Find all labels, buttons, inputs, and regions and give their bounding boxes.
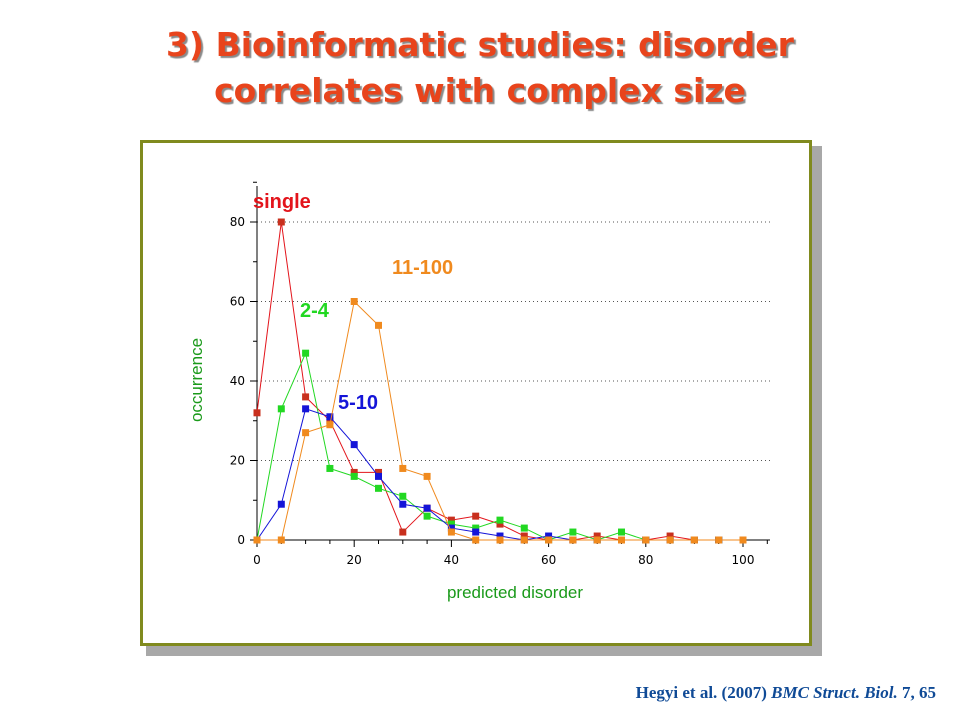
point-5-10-15	[326, 413, 334, 421]
x-tick-label-0: 0	[253, 553, 261, 567]
y-tick-label-40: 40	[230, 374, 245, 388]
point-single-20	[350, 468, 358, 476]
point-11-100-90	[690, 536, 698, 544]
point-11-100-5	[277, 536, 285, 544]
point-5-10-45	[472, 528, 480, 536]
x-tick-label-40: 40	[444, 553, 459, 567]
citation-volume: 7, 65	[897, 683, 936, 702]
point-2-4-65	[569, 528, 577, 536]
point-2-4-75	[618, 528, 625, 536]
point-11-100-100	[739, 536, 747, 544]
point-5-10-5	[277, 500, 285, 508]
point-2-4-10	[302, 349, 310, 357]
point-single-40	[447, 516, 455, 524]
point-single-25	[375, 468, 382, 476]
point-11-100-75	[618, 536, 625, 544]
slide-title-line-1: 3) Bioinformatic studies: disorder	[166, 25, 794, 64]
x-tick-label-100: 100	[732, 553, 755, 567]
point-2-4-35	[423, 512, 431, 520]
point-11-100-85	[666, 536, 674, 544]
point-11-100-80	[642, 536, 650, 544]
point-single-45	[472, 512, 480, 520]
point-11-100-20	[350, 298, 358, 305]
point-single-50	[496, 520, 504, 528]
point-2-4-55	[520, 524, 528, 532]
x-tick-label-20: 20	[347, 553, 362, 567]
y-tick-label-60: 60	[230, 295, 245, 309]
point-11-100-15	[326, 421, 334, 429]
point-2-4-5	[277, 405, 285, 413]
point-single-15	[326, 417, 334, 425]
series-label-5-10: 5-10	[338, 392, 378, 414]
point-single-10	[302, 393, 310, 401]
point-2-4-30	[399, 492, 407, 500]
point-5-10-50	[496, 532, 504, 540]
x-tick-label-60: 60	[541, 553, 556, 567]
series-layer	[253, 218, 747, 544]
point-single-30	[399, 528, 407, 536]
point-2-4-25	[375, 484, 382, 492]
series-label-11-100: 11-100	[392, 257, 453, 279]
point-5-10-35	[423, 504, 431, 512]
point-single-5	[277, 218, 285, 226]
point-5-10-10	[302, 405, 310, 413]
point-11-100-45	[472, 536, 480, 544]
series-labels: single 2-4 5-10 11-100	[253, 191, 453, 414]
x-axis-label: predicted disorder	[447, 583, 583, 602]
y-axis-label: occurrence	[187, 338, 206, 422]
point-2-4-20	[350, 472, 358, 480]
point-11-100-0	[253, 536, 261, 544]
gridlines	[257, 221, 770, 461]
chart-frame	[140, 140, 812, 646]
point-11-100-95	[715, 536, 723, 544]
y-tick-label-20: 20	[230, 454, 245, 468]
point-11-100-35	[423, 472, 431, 480]
point-single-55	[520, 532, 528, 540]
x-tick-label-80: 80	[638, 553, 653, 567]
point-5-10-30	[399, 500, 407, 508]
point-5-10-25	[375, 472, 382, 480]
point-11-100-55	[520, 536, 528, 544]
point-11-100-60	[545, 536, 553, 544]
point-2-4-40	[447, 520, 455, 528]
point-11-100-65	[569, 536, 577, 544]
series-label-single: single	[253, 191, 311, 213]
point-5-10-60	[545, 532, 553, 540]
disorder-occurrence-chart: 0 20 40 60 80 0 20 40 60 80 100 single 2-4 5-10 11-10…	[187, 181, 770, 602]
point-11-100-30	[399, 464, 407, 472]
citation-authors: Hegyi et al. (2007)	[635, 683, 772, 702]
point-11-100-50	[496, 536, 504, 544]
citation-journal: BMC Struct. Biol.	[771, 683, 898, 702]
axes: 0 20 40 60 80 0 20 40 60 80 100	[230, 181, 770, 567]
y-tick-label-80: 80	[230, 215, 245, 229]
point-5-10-40	[447, 524, 455, 532]
point-11-100-25	[375, 321, 382, 329]
slide-title-line-2: correlates with complex size	[214, 71, 746, 110]
point-single-0	[253, 409, 261, 417]
citation: Hegyi et al. (2007) BMC Struct. Biol. 7,…	[636, 683, 936, 703]
point-single-70	[593, 532, 601, 540]
point-single-85	[666, 532, 674, 540]
point-2-4-15	[326, 464, 334, 472]
point-2-4-50	[496, 516, 504, 524]
point-5-10-20	[350, 441, 358, 449]
point-11-100-40	[447, 528, 455, 536]
series-label-2-4: 2-4	[300, 300, 330, 322]
point-11-100-10	[302, 429, 310, 437]
point-11-100-70	[593, 536, 601, 544]
slide-title: 3) Bioinformatic studies: disorder corre…	[0, 22, 960, 114]
point-2-4-45	[472, 524, 480, 532]
y-tick-label-0: 0	[237, 533, 245, 547]
